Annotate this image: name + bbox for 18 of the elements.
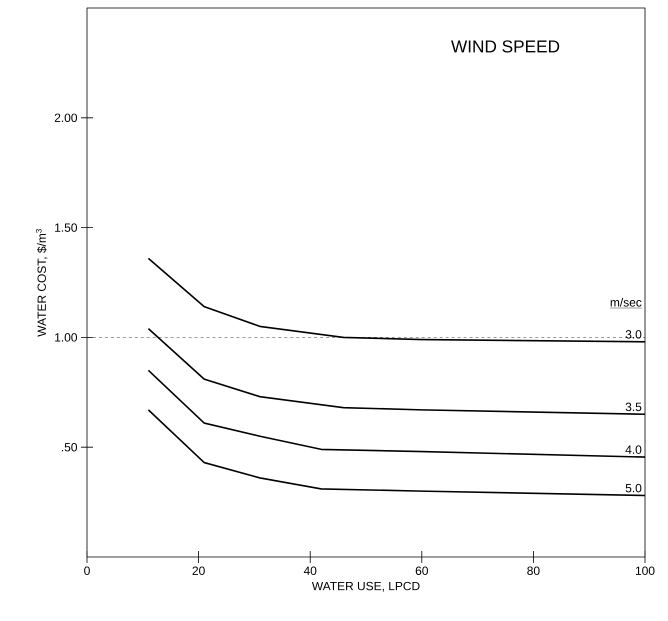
x-tick-label: 80 [527, 566, 540, 575]
y-tick-label: .50 [62, 442, 78, 452]
x-tick-label: 20 [192, 566, 205, 575]
legend-title: m/sec [610, 298, 642, 307]
text: WIND SPEED [451, 40, 560, 53]
x-tick-label: 100 [636, 566, 655, 575]
series-label: 3.5 [626, 402, 642, 412]
x-tick-label: 60 [416, 566, 428, 575]
series-label: 3.0 [626, 330, 642, 339]
y-tick-label: 1.00 [55, 333, 78, 342]
series-label: 4.0 [625, 445, 642, 454]
y-axis-title: WATER COST, $/m$^{3}$ [36, 229, 48, 337]
y-tick-label: 1.50 [55, 223, 78, 232]
y-tick-label: 2.00 [54, 114, 78, 122]
x-tick-label: 40 [304, 566, 316, 575]
x-tick-label: 0 [84, 566, 90, 575]
series-label: 5.0 [626, 484, 642, 492]
x-axis-title: WATER USE, LPCD [312, 582, 420, 592]
